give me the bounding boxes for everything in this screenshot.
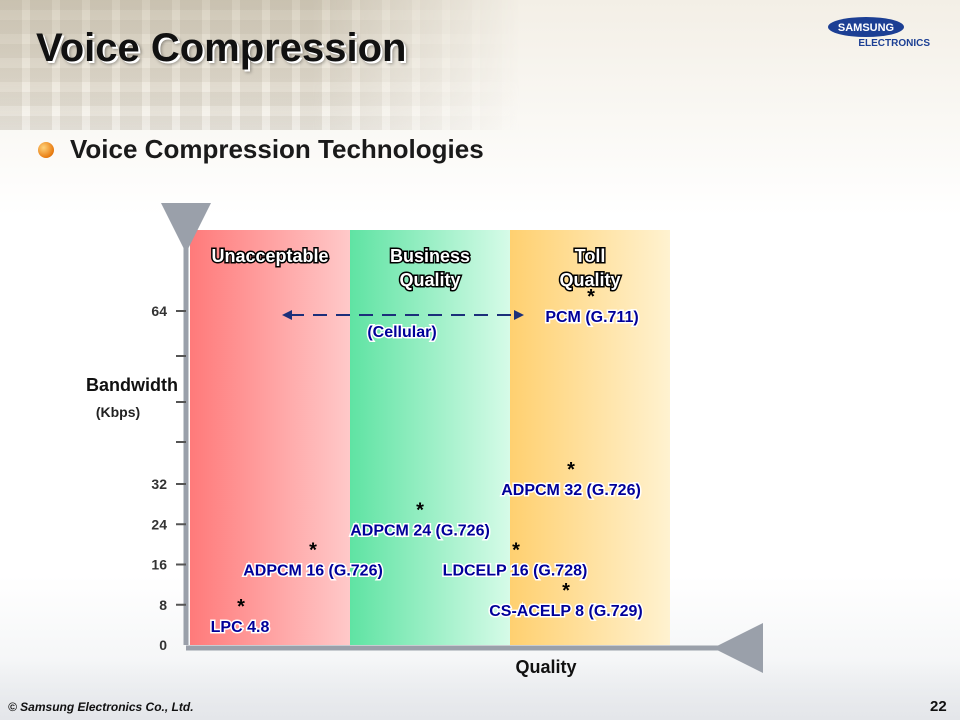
data-point-label: ADPCM 24 (G.726) — [350, 522, 490, 539]
slide-subtitle: Voice Compression Technologies — [70, 134, 484, 164]
zone-band-2 — [510, 230, 670, 645]
header-photo-background — [0, 0, 520, 130]
y-tick-label: 0 — [159, 637, 167, 653]
y-axis-title: Bandwidth — [86, 375, 178, 395]
data-point-label: ADPCM 16 (G.726) — [243, 563, 383, 580]
zone-label: Business — [390, 246, 470, 266]
zone-label: Unacceptable — [211, 246, 328, 266]
data-point-marker: * — [587, 286, 595, 308]
data-point-marker: * — [562, 580, 570, 602]
data-point-marker: * — [237, 596, 245, 618]
zone-label: Quality — [399, 270, 460, 290]
data-point-marker: * — [416, 499, 424, 521]
data-point-label: PCM (G.711) — [545, 309, 638, 326]
footer-background — [0, 660, 960, 720]
data-point-marker: * — [512, 540, 520, 562]
y-tick-label: 32 — [151, 476, 167, 492]
data-point-label: LDCELP 16 (G.728) — [443, 563, 588, 580]
logo-sub-text: ELECTRONICS — [858, 38, 930, 49]
samsung-logo: SAMSUNG ELECTRONICS — [828, 17, 930, 49]
y-tick-label: 8 — [159, 597, 167, 613]
bullet-icon — [38, 142, 54, 158]
y-tick-label: 16 — [151, 557, 167, 573]
zone-band-1 — [350, 230, 510, 645]
cellular-label: (Cellular) — [367, 324, 436, 341]
logo-brand-text: SAMSUNG — [838, 22, 894, 34]
data-point-label: ADPCM 32 (G.726) — [501, 482, 641, 499]
data-point-marker: * — [567, 459, 575, 481]
data-point-label: LPC 4.8 — [211, 619, 270, 636]
zone-label: Toll — [575, 246, 606, 266]
data-point-label: CS-ACELP 8 (G.729) — [489, 603, 643, 620]
data-point-marker: * — [309, 540, 317, 562]
x-axis-title: Quality — [515, 657, 576, 677]
y-axis-unit: (Kbps) — [96, 404, 140, 420]
slide-title: Voice Compression — [36, 26, 407, 70]
copyright-text: © Samsung Electronics Co., Ltd. — [8, 700, 194, 714]
page-number: 22 — [930, 698, 947, 715]
zone-band-0 — [190, 230, 350, 645]
y-tick-label: 64 — [151, 303, 167, 319]
y-tick-label: 24 — [151, 516, 167, 532]
cellular-arrow-left-head — [282, 310, 292, 320]
cellular-arrow-right-head — [514, 310, 524, 320]
zone-label: Quality — [559, 270, 620, 290]
